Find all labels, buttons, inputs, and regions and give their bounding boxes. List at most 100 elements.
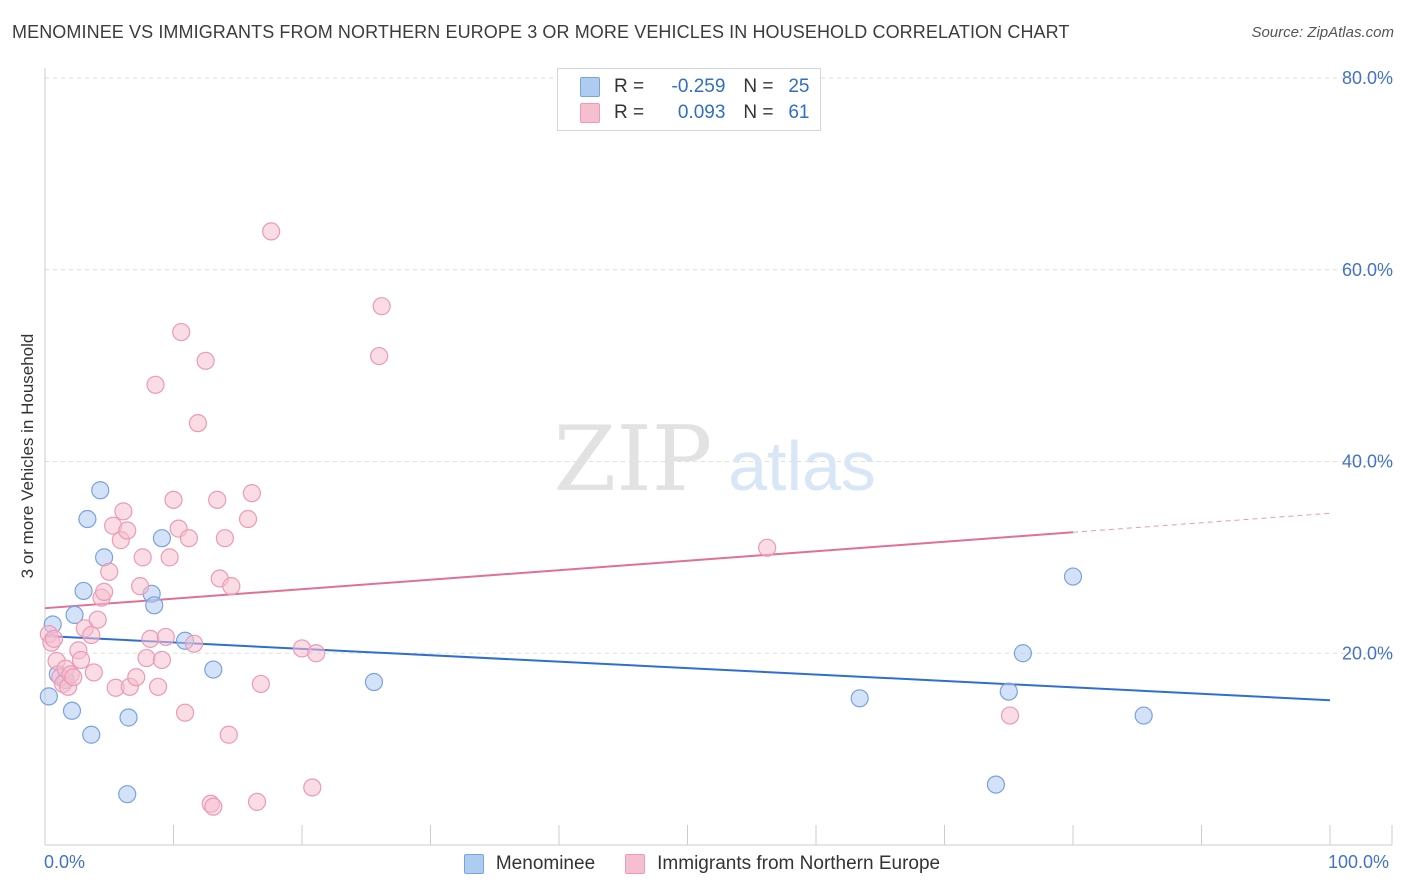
legend-n-label: N = (743, 102, 774, 123)
legend-swatch-pink (580, 103, 600, 123)
data-point-pink (71, 650, 91, 670)
data-point-pink (164, 490, 183, 509)
data-point-blue (118, 785, 137, 804)
data-point-pink (758, 538, 777, 557)
data-point-blue (1063, 567, 1083, 586)
axes (44, 68, 1393, 846)
data-point-pink (175, 703, 195, 722)
data-point-pink (172, 322, 191, 342)
legend-item-immigrants: Immigrants from Northern Europe (625, 853, 940, 875)
legend-series-name: Immigrants from Northern Europe (657, 853, 941, 874)
data-point-blue (65, 605, 84, 625)
data-point-blue (850, 689, 869, 708)
legend-swatch-pink (625, 854, 646, 874)
data-point-blue (1134, 706, 1153, 725)
data-point-pink (1000, 706, 1020, 725)
data-point-blue (91, 481, 110, 500)
data-point-blue (82, 725, 101, 744)
data-point-pink (251, 674, 270, 694)
data-point-blue (78, 509, 97, 529)
data-points (39, 222, 1153, 816)
data-point-pink (160, 548, 179, 567)
data-point-pink (64, 668, 83, 687)
data-point-pink (372, 297, 391, 316)
data-point-pink (156, 627, 175, 647)
data-point-blue (986, 775, 1006, 794)
y-tick-label: 20.0% (1342, 643, 1393, 663)
data-point-pink (242, 484, 261, 503)
grid-lines (45, 77, 1392, 654)
data-point-blue (204, 660, 223, 679)
legend-n-label: N = (743, 76, 774, 97)
trend-line-extension-pink (1072, 512, 1331, 533)
chart-title: MENOMINEE VS IMMIGRANTS FROM NORTHERN EU… (12, 22, 1070, 42)
legend-r-label: R = (614, 102, 645, 123)
data-point-pink (196, 351, 215, 370)
legend-row-menominee: R = -0.259 N = 25 (580, 74, 810, 100)
data-point-pink (303, 778, 322, 797)
data-point-blue (145, 596, 164, 615)
data-point-pink (88, 610, 107, 629)
series-legend: Menominee Immigrants from Northern Europ… (0, 850, 1406, 878)
x-tick-label-min: 0.0% (44, 852, 86, 872)
data-point-pink (82, 625, 101, 645)
data-point-pink (184, 634, 204, 653)
legend-r-value: -0.259 (671, 76, 726, 97)
data-point-blue (62, 701, 82, 720)
data-point-pink (44, 629, 64, 648)
y-tick-labels: 20.0% 40.0% 60.0% 80.0% (1342, 68, 1393, 663)
legend-swatch-blue (463, 854, 484, 874)
data-point-pink (114, 502, 133, 521)
legend-row-immigrants: R = 0.093 N = 61 (580, 100, 810, 126)
data-point-pink (219, 725, 238, 744)
legend-r-label: R = (614, 76, 645, 97)
data-point-pink (204, 797, 223, 816)
data-point-pink (118, 521, 137, 540)
trend-line-pink (44, 531, 1074, 610)
stats-legend: R = -0.259 N = 25 R = 0.093 N = 61 (557, 68, 821, 131)
data-point-pink (215, 529, 234, 548)
y-tick-label: 80.0% (1342, 68, 1393, 88)
watermark: ZIP atlas (554, 407, 876, 512)
data-point-pink (148, 677, 168, 696)
y-tick-label: 40.0% (1342, 452, 1393, 472)
data-point-pink (238, 509, 258, 529)
data-point-pink (95, 582, 114, 601)
watermark-zip: ZIP (554, 407, 713, 512)
watermark-atlas: atlas (728, 427, 876, 505)
data-point-pink (133, 548, 152, 567)
data-point-pink (146, 375, 165, 394)
legend-n-value: 25 (788, 76, 810, 97)
legend-r-value: 0.093 (677, 102, 726, 123)
data-point-pink (222, 577, 241, 596)
data-point-blue (364, 672, 384, 692)
legend-swatch-blue (580, 77, 600, 97)
data-point-blue (39, 687, 58, 706)
data-point-pink (100, 562, 119, 581)
data-point-pink (247, 792, 267, 811)
legend-item-menominee: Menominee (463, 853, 596, 875)
data-point-blue (152, 529, 172, 548)
data-point-pink (141, 629, 160, 648)
data-point-pink (179, 529, 199, 548)
data-point-blue (119, 708, 138, 727)
data-point-pink (84, 663, 103, 682)
data-point-pink (130, 577, 150, 596)
data-point-pink (137, 648, 156, 668)
trend-lines (44, 512, 1331, 702)
legend-series-name: Menominee (495, 853, 596, 874)
y-axis-title: 3 or more Vehicles in Household (18, 333, 37, 579)
y-tick-label: 60.0% (1342, 260, 1393, 280)
data-point-pink (307, 644, 326, 663)
x-tick-label-max: 100.0% (1328, 852, 1390, 872)
data-point-pink (188, 414, 208, 433)
data-point-pink (208, 490, 227, 509)
data-point-pink (127, 668, 146, 687)
data-point-pink (370, 346, 389, 366)
data-point-pink (152, 650, 172, 670)
data-point-pink (262, 222, 281, 241)
source-credit: Source: ZipAtlas.com (1251, 24, 1394, 41)
data-point-blue (999, 682, 1018, 701)
data-point-blue (74, 581, 93, 601)
